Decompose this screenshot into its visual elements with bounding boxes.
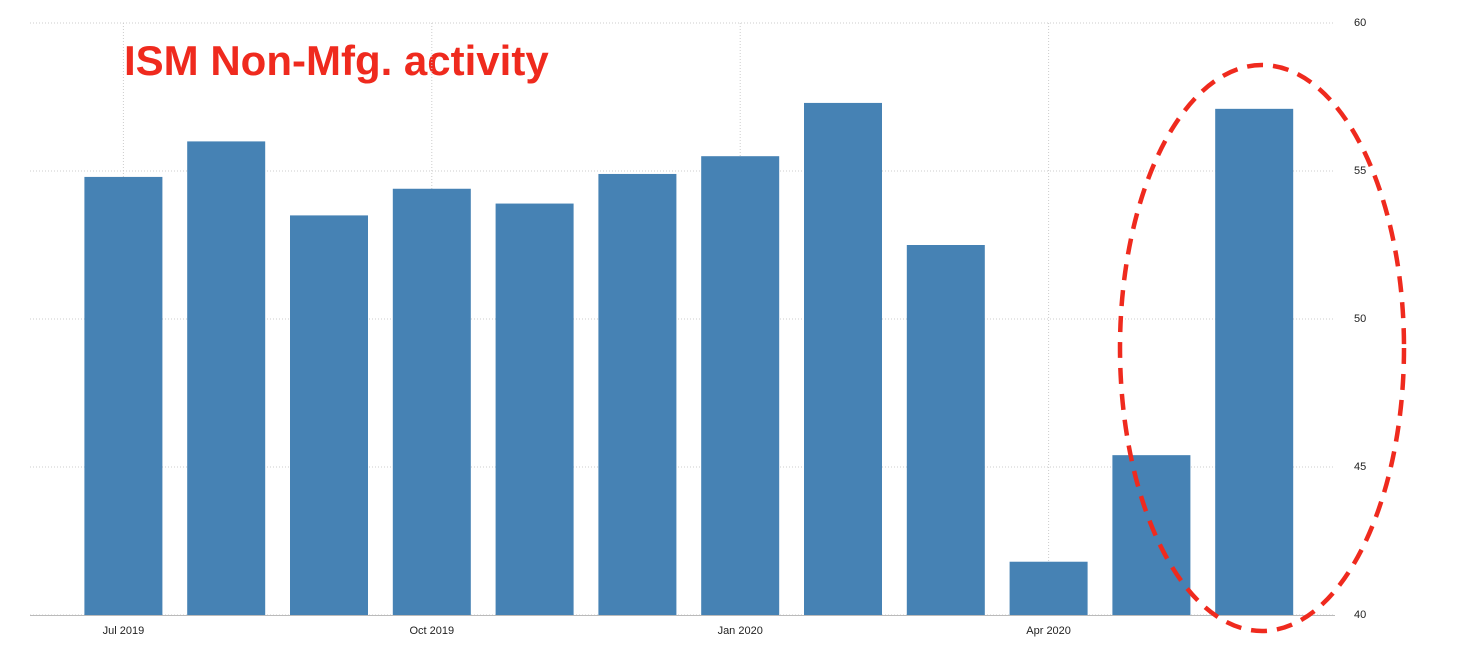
bar <box>1009 561 1088 615</box>
bar <box>1215 108 1294 615</box>
bar <box>290 215 368 615</box>
bar <box>804 102 882 616</box>
bar <box>392 188 471 615</box>
y-tick-label: 40 <box>1354 609 1366 621</box>
x-tick-label: Jan 2020 <box>718 625 763 637</box>
bar <box>701 156 780 615</box>
bar <box>495 203 574 615</box>
y-tick-label: 60 <box>1354 17 1366 29</box>
x-tick-label: Jul 2019 <box>103 625 145 637</box>
highlight-ellipse <box>1117 62 1407 634</box>
y-tick-label: 45 <box>1354 461 1366 473</box>
bar <box>1112 455 1191 615</box>
bar <box>187 141 266 615</box>
x-tick-label: Apr 2020 <box>1026 625 1071 637</box>
bars <box>84 102 1294 616</box>
y-tick-label: 50 <box>1354 313 1366 325</box>
bar <box>598 173 677 615</box>
x-tick-label: Oct 2019 <box>409 625 454 637</box>
y-tick-label: 55 <box>1354 165 1366 177</box>
bar <box>906 245 985 615</box>
bar <box>84 176 163 616</box>
chart-title: ISM Non-Mfg. activity <box>124 37 549 84</box>
